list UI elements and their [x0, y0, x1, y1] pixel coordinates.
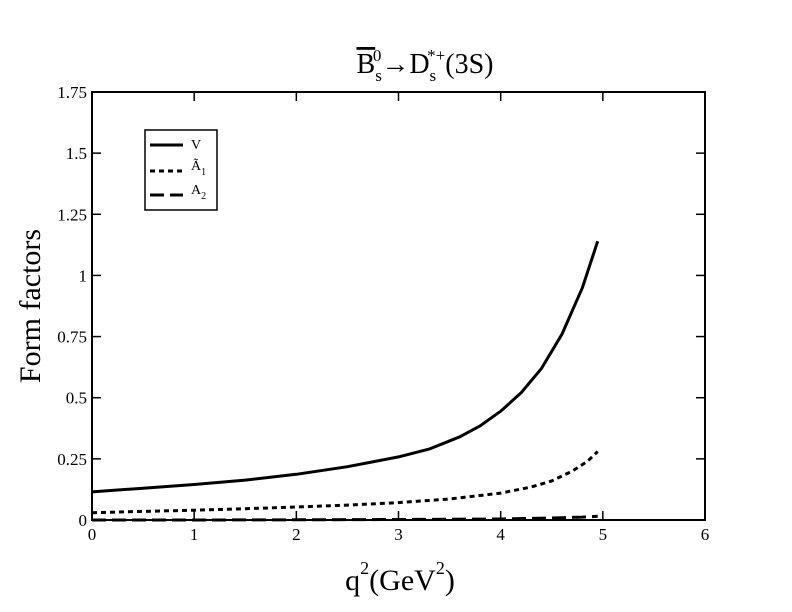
x-axis-title-unit-sup: 2 [436, 558, 445, 578]
legend-label-a1-main: Ã [191, 158, 202, 174]
series-line-2 [92, 514, 598, 522]
x-tick-label: 3 [394, 525, 403, 544]
series-line-0 [91, 240, 600, 494]
legend: V Ã1 A2 [144, 129, 218, 211]
x-axis-title-unit: (GeV [369, 564, 436, 597]
title-product: D [409, 49, 429, 80]
x-tick-label: 0 [88, 525, 97, 544]
x-tick-label: 5 [599, 525, 608, 544]
legend-label-a1: Ã1 [191, 158, 206, 178]
y-axis-title: Form factors [14, 229, 47, 383]
title-prefix: B [357, 49, 376, 80]
title-arrow: → [381, 49, 409, 80]
x-tick-label: 6 [701, 525, 710, 544]
x-tick-label: 4 [496, 525, 505, 544]
series-line-1 [91, 450, 599, 515]
title-product-sub: s [430, 66, 437, 85]
x-tick-label: 2 [292, 525, 301, 544]
legend-label-v: V [191, 138, 201, 153]
chart-title: Bs0→Ds*+(3S) [357, 46, 494, 85]
y-tick-label: 0 [79, 511, 88, 530]
y-tick-label: 1.25 [57, 205, 87, 224]
y-tick-label: 1 [79, 266, 88, 285]
legend-label-a1-sub: 1 [201, 167, 206, 178]
y-tick-label: 0.75 [57, 328, 87, 347]
axis-ticks: 0 1 2 3 4 5 6 0 0.25 0.5 0.75 1 1.25 1.5 1.75 [57, 83, 709, 544]
x-axis-title-sup: 2 [360, 558, 369, 578]
x-tick-label: 1 [190, 525, 199, 544]
title-prefix-sup: 0 [373, 46, 382, 65]
title-prefix-sub: s [375, 66, 382, 85]
y-tick-label: 0.5 [66, 389, 87, 408]
legend-label-a2: A2 [191, 183, 206, 202]
title-product-sup: *+ [427, 46, 445, 65]
y-tick-label: 1.75 [57, 83, 87, 102]
x-axis-title-close: ) [445, 564, 455, 597]
title-state: (3S) [445, 49, 493, 80]
legend-label-a2-sub: 2 [201, 191, 206, 202]
y-tick-label: 1.5 [66, 144, 87, 163]
x-axis-title: q2(GeV2) [345, 558, 455, 597]
legend-label-a2-main: A [191, 183, 202, 198]
x-axis-title-main: q [345, 564, 360, 597]
y-tick-label: 0.25 [57, 450, 87, 469]
series-layer [91, 240, 600, 522]
